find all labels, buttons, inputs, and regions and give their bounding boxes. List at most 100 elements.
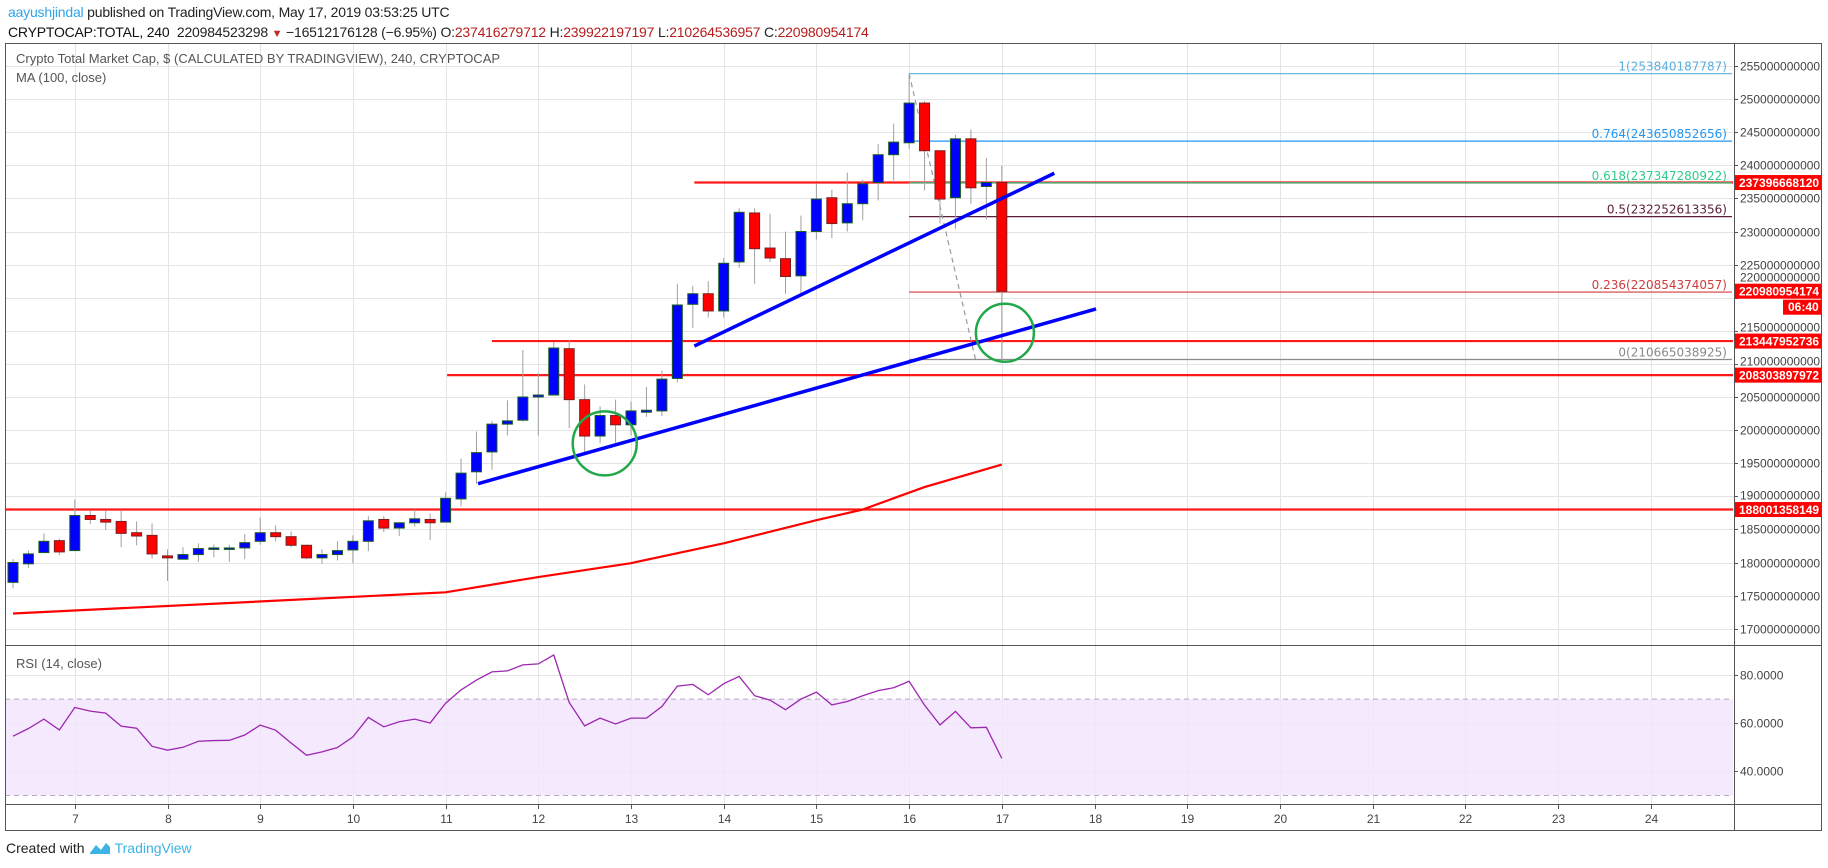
candle-down bbox=[285, 531, 297, 548]
candle-up bbox=[841, 172, 853, 232]
candle-up bbox=[69, 499, 81, 552]
level-price-tag-box bbox=[1735, 367, 1821, 383]
candle-body bbox=[517, 396, 529, 421]
tradingview-link[interactable]: TradingView bbox=[114, 840, 192, 856]
candle-body bbox=[84, 514, 96, 520]
candle-body bbox=[440, 497, 452, 523]
candle-body bbox=[594, 415, 606, 437]
candle-body bbox=[69, 514, 81, 552]
candle-body bbox=[115, 520, 127, 534]
candle-body bbox=[146, 534, 158, 555]
candle-body bbox=[501, 420, 513, 425]
candle-down bbox=[53, 538, 65, 556]
published-text: published on TradingView.com, May 17, 20… bbox=[87, 4, 450, 20]
candle-up bbox=[254, 517, 266, 545]
candle-up bbox=[208, 544, 220, 558]
candle-body bbox=[625, 410, 637, 426]
candle-down bbox=[301, 544, 313, 560]
trendline bbox=[693, 171, 1056, 348]
candle-down bbox=[610, 399, 622, 443]
candle-down bbox=[563, 340, 575, 429]
author-link[interactable]: aayushjindal bbox=[8, 4, 84, 20]
candle-body bbox=[934, 150, 946, 200]
close-value: 220980954174 bbox=[777, 24, 869, 40]
candle-body bbox=[780, 258, 791, 278]
candle-body bbox=[965, 138, 977, 189]
candle-up bbox=[393, 522, 405, 537]
x-tick-label: 13 bbox=[625, 812, 639, 826]
y-tick-label: 180000000000 bbox=[1740, 557, 1820, 571]
ohlc-header: CRYPTOCAP:TOTAL, 240 220984523298 ▼ −165… bbox=[8, 24, 869, 40]
candle-body bbox=[857, 183, 869, 205]
candle-body bbox=[486, 423, 498, 453]
fib-level-label: 0.618(237347280922) bbox=[1592, 169, 1727, 183]
y-tick-label: 240000000000 bbox=[1740, 159, 1820, 173]
candle-body bbox=[872, 154, 884, 184]
y-tick-label: 195000000000 bbox=[1740, 457, 1820, 471]
tradingview-logo-icon bbox=[89, 843, 110, 854]
y-tick-label: 245000000000 bbox=[1740, 126, 1820, 140]
candle-body bbox=[810, 198, 822, 232]
rsi-tick-label: 40.0000 bbox=[1740, 765, 1784, 779]
candle-body bbox=[532, 394, 544, 398]
candle-up bbox=[331, 541, 343, 561]
candle-up bbox=[795, 215, 807, 294]
y-tick-label: 210000000000 bbox=[1740, 355, 1820, 369]
level-price-tag: 208303897972 bbox=[1739, 369, 1819, 383]
main-pane: 1(253840187787) 0.764(243650852656) 0.618(… bbox=[6, 60, 1733, 615]
candle-body bbox=[718, 262, 730, 312]
candle-body bbox=[996, 181, 1008, 292]
candle-body bbox=[733, 211, 745, 263]
fib-level-label: 0.236(220854374057) bbox=[1592, 278, 1727, 292]
candle-down bbox=[100, 510, 112, 531]
x-tick-label: 11 bbox=[440, 812, 453, 826]
candle-body bbox=[471, 452, 482, 473]
candle-body bbox=[455, 472, 467, 500]
candle-down bbox=[131, 521, 143, 546]
candle-body bbox=[610, 415, 622, 426]
level-price-tag-box bbox=[1735, 502, 1821, 518]
rsi-tick-label: 60.0000 bbox=[1740, 717, 1784, 731]
x-tick-label: 19 bbox=[1181, 812, 1195, 826]
candle-body bbox=[239, 542, 251, 549]
last-price: 220984523298 bbox=[176, 24, 268, 40]
candle-body bbox=[316, 554, 328, 559]
candle-down bbox=[84, 510, 96, 525]
ma-legend: MA (100, close) bbox=[16, 70, 106, 85]
y-tick-label: 215000000000 bbox=[1740, 321, 1820, 335]
level-price-tag-box bbox=[1735, 175, 1821, 191]
candle-up bbox=[548, 342, 560, 396]
candle-body bbox=[841, 203, 853, 224]
x-tick-label: 15 bbox=[810, 812, 824, 826]
candle-body bbox=[702, 293, 714, 312]
candle-down bbox=[702, 281, 714, 318]
x-tick-label: 23 bbox=[1552, 812, 1566, 826]
candle-body bbox=[764, 247, 776, 259]
x-tick-label: 22 bbox=[1459, 812, 1473, 826]
candle-up bbox=[517, 349, 529, 422]
rsi-band bbox=[6, 699, 1733, 796]
low-label: L: bbox=[657, 24, 670, 40]
candle-body bbox=[640, 409, 652, 413]
candle-body bbox=[331, 550, 343, 556]
y-tick-label: 205000000000 bbox=[1740, 391, 1820, 405]
created-with-text: Created with bbox=[6, 840, 85, 856]
candle-up bbox=[872, 144, 884, 201]
candle-down bbox=[115, 510, 127, 548]
candle-up bbox=[239, 534, 251, 560]
x-tick-label: 21 bbox=[1367, 812, 1381, 826]
candle-up bbox=[38, 533, 50, 554]
y-tick-label: 170000000000 bbox=[1740, 623, 1820, 637]
x-tick-label: 9 bbox=[257, 812, 264, 826]
candle-up bbox=[455, 458, 467, 507]
candle-up bbox=[362, 516, 374, 552]
candle-body bbox=[687, 293, 699, 305]
candle-body bbox=[888, 141, 900, 156]
y-tick-label: 250000000000 bbox=[1740, 93, 1820, 107]
candle-body bbox=[162, 555, 173, 559]
candle-body bbox=[301, 544, 313, 559]
x-tick-label: 17 bbox=[996, 812, 1010, 826]
candle-up bbox=[656, 370, 668, 417]
candle-up bbox=[347, 535, 359, 564]
